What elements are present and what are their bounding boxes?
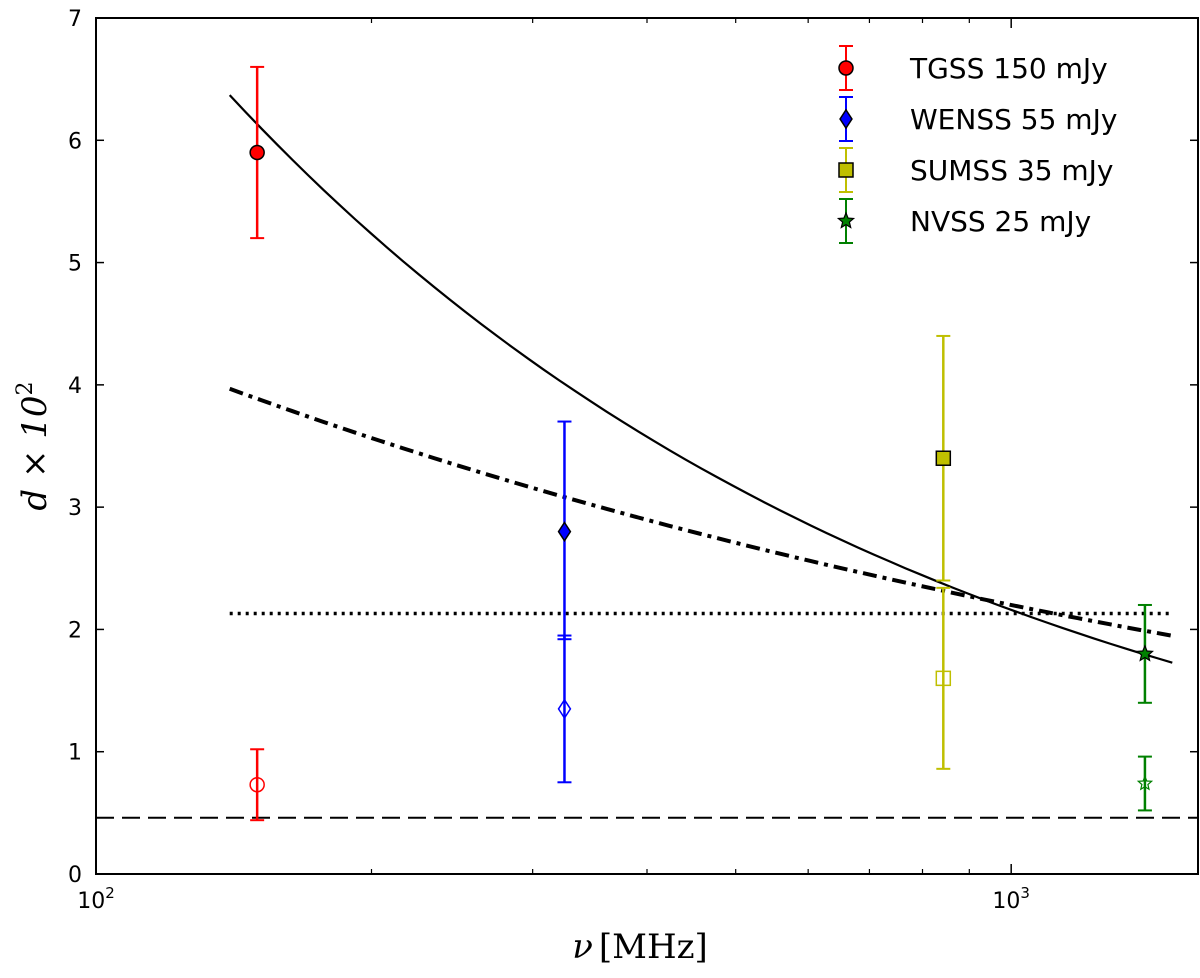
plot-frame [95,17,1199,875]
tgss-filled-marker [249,144,265,161]
legend-marker [838,60,854,76]
y-axis-label: d × 102 [13,381,55,510]
sumss-filled-marker [935,450,952,466]
wenss-filled-marker [557,521,572,543]
legend-item-sumss: SUMSS 35 mJy [838,147,1114,193]
y-tick-label: 3 [68,496,82,521]
wenss-open-errorbar [557,634,572,784]
legend-item-wenss: WENSS 55 mJy [839,96,1117,142]
dash-dot-fit-curve [229,386,1173,638]
nvss-open-marker [1136,774,1154,791]
legend-label: WENSS 55 mJy [910,103,1117,136]
legend-label: SUMSS 35 mJy [910,154,1114,187]
y-tick-label: 2 [68,618,82,643]
x-axis-label: ν [MHz] [572,927,708,967]
sumss-open-errorbar [936,586,951,770]
tgss-open-marker [249,776,265,793]
legend-marker [836,211,856,229]
y-axis-exponent: 2 [13,381,38,395]
nvss-open-errorbar [1137,755,1152,812]
tick-labels: 0 1 2 3 4 5 6 7 102 103 [68,7,1030,914]
y-tick-label: 0 [68,863,82,888]
y-axis-main: d × 10 [15,395,55,510]
legend-marker [839,108,853,130]
x-axis-unit: [MHz] [599,927,708,967]
sumss-open-marker [935,670,952,687]
legend-item-tgss: TGSS 150 mJy [838,45,1108,91]
y-tick-label: 5 [68,252,82,277]
legend-label: TGSS 150 mJy [909,52,1108,85]
y-tick-label: 7 [68,7,82,32]
legend-item-nvss: NVSS 25 mJy [836,198,1091,244]
y-tick-label: 1 [68,741,82,766]
model-curves [96,94,1198,819]
data-points [249,65,1154,822]
legend-marker [838,162,854,178]
nvss-filled-marker [1135,644,1154,662]
tgss-open-errorbar [250,748,265,822]
y-tick-label: 4 [68,374,82,399]
legend-label: NVSS 25 mJy [910,205,1091,238]
legend: TGSS 150 mJy WENSS 55 mJy SUMSS 35 mJy NVSS… [836,45,1117,244]
x-tick-label: 103 [992,884,1030,914]
wenss-open-marker [557,698,572,720]
y-tick-label: 6 [68,129,82,154]
x-axis-symbol: ν [572,927,593,967]
x-tick-label: 102 [77,884,115,914]
solid-fit-curve [228,94,1173,664]
